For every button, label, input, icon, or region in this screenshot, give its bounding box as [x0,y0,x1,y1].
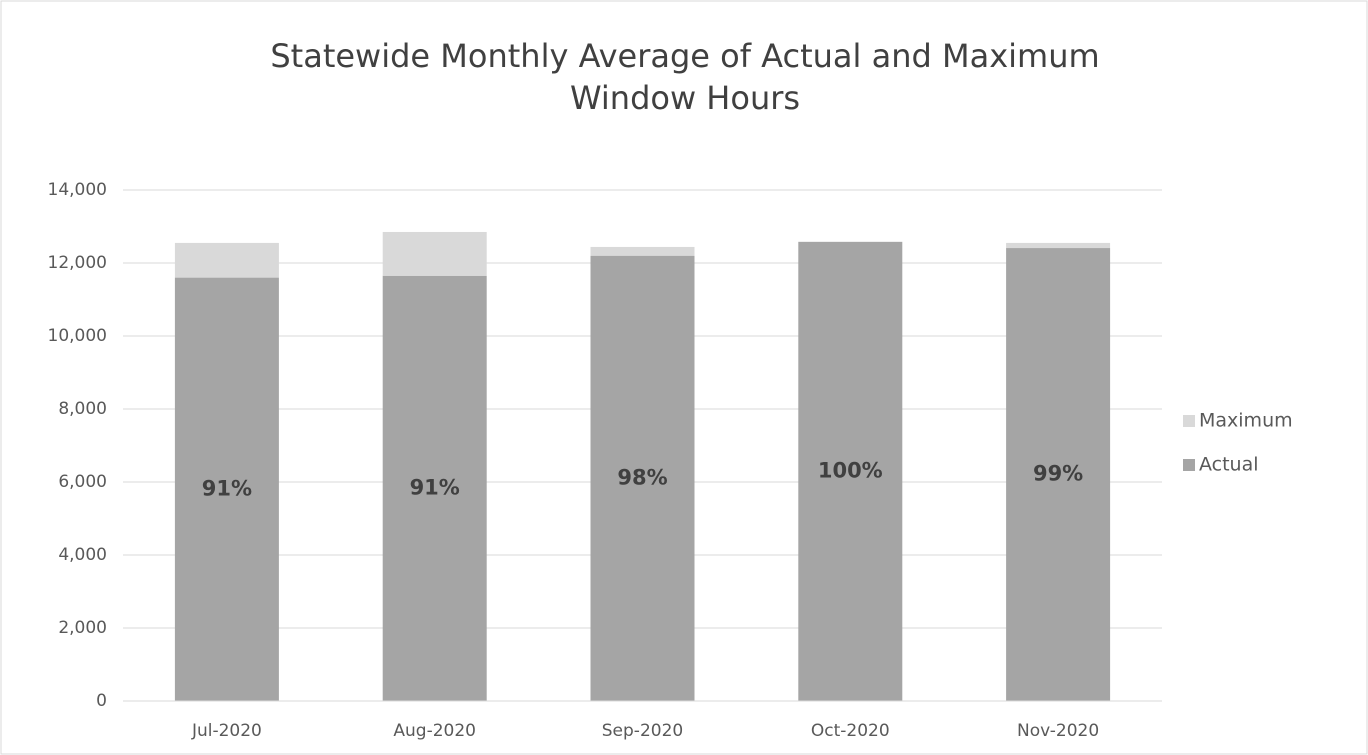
data-label: 91% [202,476,252,500]
legend-label: Actual [1199,454,1259,476]
x-tick-label: Aug-2020 [393,721,476,741]
data-label: 100% [818,458,883,482]
x-tick-label: Nov-2020 [1017,721,1099,741]
bar-segment [798,241,903,701]
y-tick-label: 6,000 [58,472,107,492]
data-label: 98% [617,465,667,489]
y-tick-label: 8,000 [58,399,107,419]
bar-segment [590,255,695,701]
y-tick-label: 14,000 [48,180,107,200]
bar-segment [382,275,487,701]
bar-segment [1006,242,1111,249]
data-label: 91% [410,475,460,499]
x-tick-label: Oct-2020 [811,721,890,741]
legend-swatch [1183,415,1195,427]
data-label: 99% [1033,462,1083,486]
y-tick-label: 2,000 [58,618,107,638]
x-tick-label: Jul-2020 [191,721,262,741]
y-tick-label: 12,000 [48,253,107,273]
chart-subtitle: Window Hours [570,79,800,117]
bar-segment [174,242,279,278]
bar-segment [1006,248,1111,701]
bar-segment [382,231,487,276]
legend-swatch [1183,459,1195,471]
y-tick-label: 4,000 [58,545,107,565]
y-tick-label: 0 [96,691,107,711]
y-tick-label: 10,000 [48,326,107,346]
bar-segment [174,277,279,701]
legend-label: Maximum [1199,410,1293,432]
chart-title: Statewide Monthly Average of Actual and … [270,37,1099,75]
x-tick-label: Sep-2020 [602,721,683,741]
bar-segment [590,246,695,256]
